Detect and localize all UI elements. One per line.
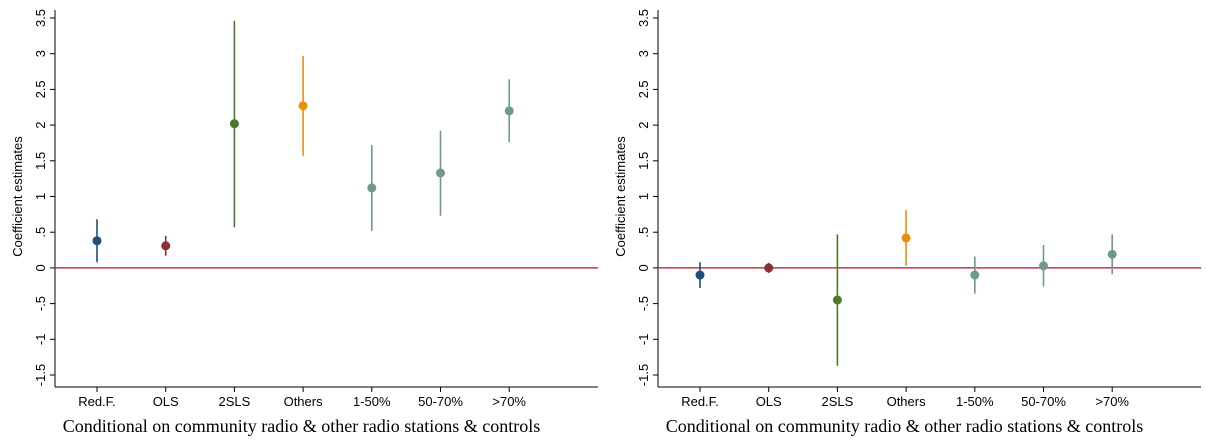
y-tick-label: 1 bbox=[636, 193, 651, 200]
point-estimate-marker bbox=[832, 295, 842, 305]
y-tick-label: 1 bbox=[33, 193, 48, 200]
y-tick-label: 3 bbox=[33, 50, 48, 57]
right-chart: -1.5 -1 -.5 0 .5 1 1.5 2 2.5 3 3.5 Coefficient esti… bbox=[613, 9, 1201, 409]
y-tick-label: -1 bbox=[33, 334, 48, 346]
x-tick-label: 50-70% bbox=[418, 394, 463, 409]
x-tick-label: >70% bbox=[492, 394, 526, 409]
y-tick-label: 2.5 bbox=[33, 80, 48, 98]
point-estimate-marker bbox=[92, 236, 102, 246]
x-tick-label: OLS bbox=[756, 394, 782, 409]
point-estimate-marker bbox=[970, 270, 980, 280]
y-tick-label: 0 bbox=[636, 264, 651, 271]
x-tick-label: Others bbox=[284, 394, 324, 409]
point-estimate-marker bbox=[229, 119, 239, 129]
point-estimate-marker bbox=[436, 168, 445, 178]
x-tick-label: >70% bbox=[1095, 394, 1129, 409]
left-chart-caption: Conditional on community radio & other r… bbox=[62, 416, 541, 436]
y-tick-label: 2 bbox=[636, 121, 651, 128]
left-chart-panel: -1.5 -1 -.5 0 .5 1 1.5 2 2.5 3 3.5 Coefficient esti… bbox=[10, 9, 598, 436]
x-tick-label: 50-70% bbox=[1021, 394, 1066, 409]
y-tick-label: -1.5 bbox=[636, 364, 651, 386]
y-tick-label: 2 bbox=[33, 121, 48, 128]
point-estimate-marker bbox=[161, 241, 171, 251]
y-tick-label: 3.5 bbox=[33, 9, 48, 27]
point-estimate-marker bbox=[1039, 261, 1048, 271]
x-tick-label: Others bbox=[887, 394, 927, 409]
y-tick-label: -1.5 bbox=[33, 364, 48, 386]
x-tick-label: Red.F. bbox=[78, 394, 116, 409]
y-tick-label: 1.5 bbox=[33, 152, 48, 170]
point-estimate-marker bbox=[367, 183, 377, 193]
point-estimate-marker bbox=[504, 106, 514, 116]
y-axis-title: Coefficient estimates bbox=[613, 136, 628, 257]
y-tick-label: .5 bbox=[33, 227, 48, 238]
x-tick-label: 1-50% bbox=[956, 394, 994, 409]
y-tick-label: -.5 bbox=[33, 296, 48, 311]
x-tick-label: OLS bbox=[153, 394, 179, 409]
right-chart-panel: -1.5 -1 -.5 0 .5 1 1.5 2 2.5 3 3.5 Coefficient esti… bbox=[603, 0, 1206, 441]
y-tick-label: 1.5 bbox=[636, 152, 651, 170]
right-chart-caption: Conditional on community radio & other r… bbox=[665, 416, 1144, 436]
y-tick-label: -1 bbox=[636, 334, 651, 346]
x-tick-label: 1-50% bbox=[353, 394, 391, 409]
y-tick-label: 0 bbox=[33, 264, 48, 271]
y-tick-label: -.5 bbox=[636, 296, 651, 311]
point-estimate-marker bbox=[901, 233, 911, 243]
x-tick-label: 2SLS bbox=[821, 394, 853, 409]
y-tick-label: 3 bbox=[636, 50, 651, 57]
point-estimate-marker bbox=[298, 101, 308, 111]
x-tick-label: 2SLS bbox=[218, 394, 250, 409]
y-axis-title: Coefficient estimates bbox=[10, 136, 25, 257]
left-chart: -1.5 -1 -.5 0 .5 1 1.5 2 2.5 3 3.5 Coefficient esti… bbox=[10, 9, 598, 409]
point-estimate-marker bbox=[695, 270, 705, 280]
x-tick-label: Red.F. bbox=[681, 394, 719, 409]
y-tick-label: 3.5 bbox=[636, 9, 651, 27]
y-tick-label: 2.5 bbox=[636, 80, 651, 98]
point-estimate-marker bbox=[764, 263, 774, 273]
point-estimate-marker bbox=[1107, 249, 1117, 259]
y-tick-label: .5 bbox=[636, 227, 651, 238]
